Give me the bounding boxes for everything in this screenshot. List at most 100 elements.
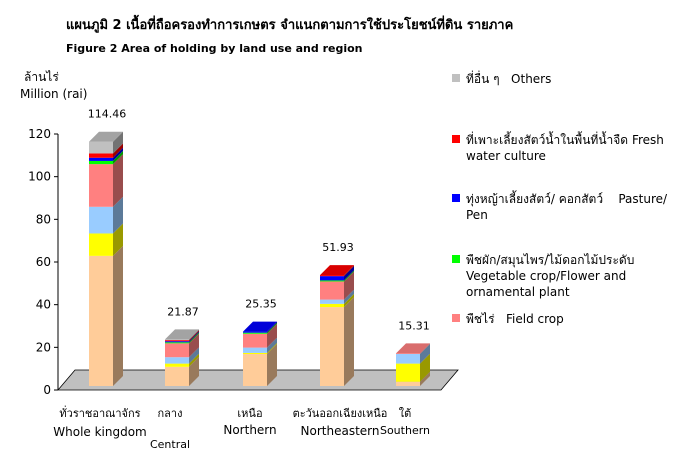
bar-segment-others — [89, 141, 113, 154]
bar-segment-others-side — [113, 131, 123, 154]
bar-segment-field-crop — [320, 281, 344, 300]
bar-segment-field-crop-side — [344, 271, 354, 300]
bar-segment-light — [89, 206, 113, 234]
bar-segment-para — [320, 303, 344, 308]
bar-top — [243, 321, 277, 332]
data-label-total: 21.87 — [167, 305, 199, 318]
bar-segment-rice — [89, 255, 113, 386]
legend-label-thai: พืชผัก/สมุนไพร/ไม้ดอกไม้ประดับ — [466, 253, 635, 267]
bar-segment-rice — [165, 366, 189, 386]
bar-segment-light-side — [420, 344, 430, 364]
bar-segment-rice-side — [267, 344, 277, 386]
bar-top — [89, 131, 123, 142]
bar-segment-para — [243, 352, 267, 354]
bar-segment-rice-side — [113, 245, 123, 386]
chart-title: Figure 2 Area of holding by land use and… — [66, 42, 363, 55]
bar-segment-vegetable-crop-flower-and-ornamental-plant-side — [267, 322, 277, 334]
category-label: Whole kingdom — [53, 425, 147, 439]
legend-swatch-vegetable-flower — [452, 255, 460, 263]
bar-segment-vegetable-crop-flower-and-ornamental-plant — [320, 280, 344, 282]
bar-segment-field-crop — [243, 333, 267, 348]
bar-segment-para — [165, 363, 189, 367]
bar-segment-rice-side — [420, 371, 430, 386]
legend-label: Pasture/ Pen — [466, 192, 668, 222]
legend-label: Fresh water culture — [466, 133, 664, 163]
bar-segment-para-side — [267, 342, 277, 354]
bar-segment-pasture-pen-side — [344, 266, 354, 281]
bar-segment-field-crop-side — [420, 343, 430, 354]
bar-top — [320, 265, 354, 276]
bar-segment-para-side — [113, 223, 123, 256]
bar-top — [165, 329, 199, 340]
chart-title-thai: แผนภูมิ 2 เนื้อที่ถือครองทำการเกษตร จำแน… — [66, 18, 514, 33]
category-label-thai: ทั่วราชอาณาจักร — [59, 407, 141, 420]
bar-segment-pasture-pen — [89, 157, 113, 161]
category-label: Northern — [223, 423, 277, 437]
y-tick-label: 120 — [28, 127, 51, 141]
bar-segment-field-crop-side — [113, 154, 123, 207]
bar-segment-others-side — [189, 329, 199, 341]
bar-segment-para-side — [344, 293, 354, 308]
bar-segment-para-side — [420, 353, 430, 382]
y-tick-label: 20 — [36, 340, 51, 354]
bar-segment-light-side — [189, 347, 199, 364]
legend-label-thai: พืชไร่ — [466, 312, 495, 326]
bar-segment-rice — [396, 381, 420, 386]
bar-segment-pasture-pen — [165, 341, 189, 343]
bar-segment-light — [320, 299, 344, 304]
data-label-total: 25.35 — [245, 298, 277, 311]
bar-top — [396, 343, 430, 354]
bar-segment-pasture-pen-side — [113, 147, 123, 161]
bar-segment-rice — [320, 307, 344, 386]
bar-segment-pasture-pen — [243, 331, 267, 333]
data-label-total: 51.93 — [322, 241, 354, 254]
bar-segment-light-side — [267, 337, 277, 353]
bar-segment-fresh-water-culture — [165, 340, 189, 342]
bar-segment-rice-side — [344, 297, 354, 386]
bar-segment-light-side — [344, 289, 354, 304]
y-tick-label: 60 — [36, 255, 51, 269]
legend-label-thai: ทุ่งหญ้าเลี้ยงสัตว์/ คอกสัตว์ — [466, 192, 604, 206]
bar-segment-light — [396, 354, 420, 364]
bar-segment-field-crop — [396, 353, 420, 354]
category-label-thai: ตะวันออกเฉียงเหนือ — [292, 407, 388, 420]
bar-segment-vegetable-crop-flower-and-ornamental-plant — [89, 160, 113, 165]
legend-swatch-field-crop — [452, 314, 460, 322]
category-label-northeastern: ตะวันออกเฉียงเหนือ Northeastern — [285, 404, 395, 438]
legend-label-thai: ที่อื่น ๆ — [466, 72, 500, 86]
data-label-total: 114.46 — [88, 108, 127, 121]
bar-segment-fresh-water-culture — [89, 153, 113, 158]
bar-segment-field-crop-side — [189, 333, 199, 358]
bar-segment-rice-side — [189, 356, 199, 386]
bar-segment-vegetable-crop-flower-and-ornamental-plant — [165, 342, 189, 344]
category-label-thai: กลาง — [157, 407, 183, 420]
y-tick-label: 100 — [28, 170, 51, 184]
category-label: Southern — [379, 424, 431, 437]
bar-segment-pasture-pen-side — [189, 331, 199, 343]
legend-swatch-fresh-water-culture — [452, 135, 460, 143]
legend-label: Field crop — [506, 312, 564, 326]
y-axis-label-thai: ล้านไร่ — [24, 70, 59, 84]
bar-segment-others — [165, 339, 189, 341]
bar-segment-rice — [243, 354, 267, 386]
legend-swatch-pasture-pen — [452, 194, 460, 202]
bar-segment-field-crop — [89, 164, 113, 207]
category-label-thai: ใต้ — [398, 407, 412, 420]
bar-segment-field-crop-side — [267, 323, 277, 348]
bar-segment-fresh-water-culture-side — [113, 143, 123, 158]
bar-segment-vegetable-crop-flower-and-ornamental-plant-side — [113, 150, 123, 165]
bar-segment-light-side — [113, 196, 123, 234]
bar-segment-field-crop — [165, 343, 189, 358]
bar-segment-pasture-pen-side — [267, 321, 277, 333]
category-label: Northeastern — [300, 424, 380, 438]
bar-segment-fresh-water-culture — [320, 275, 344, 277]
y-tick-label: 80 — [36, 212, 51, 226]
legend-label: Vegetable crop/Flower and ornamental pla… — [466, 269, 627, 299]
bar-segment-para-side — [189, 353, 199, 367]
bar-segment-para — [396, 363, 420, 382]
category-label-northern: เหนือ Northern — [210, 404, 290, 437]
legend-label-thai: ที่เพาะเลี้ยงสัตว์น้ำในพื้นที่น้ำจืด — [466, 133, 629, 147]
y-axis-label: Million (rai) — [20, 87, 88, 101]
y-tick-label: 0 — [43, 383, 51, 397]
